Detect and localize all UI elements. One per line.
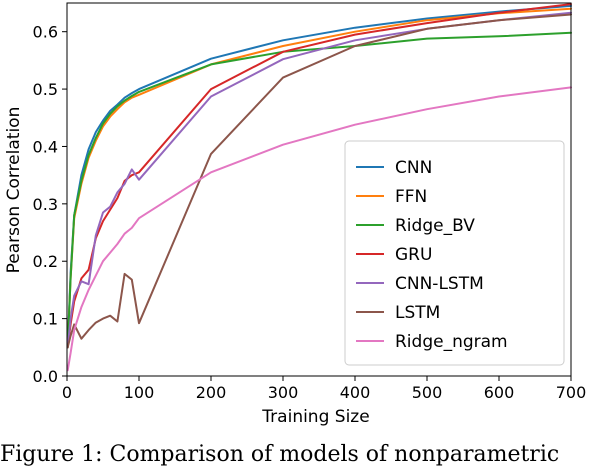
series-layer [66,3,572,372]
x-tick-label: 100 [124,383,155,402]
legend-label-gru: GRU [395,245,432,265]
y-tick-label: 0.1 [33,310,58,329]
legend-label-ridge-ngram: Ridge_ngram [395,332,508,352]
x-tick-label: 0 [62,383,72,402]
x-tick-label: 300 [268,383,299,402]
legend-box [344,140,565,366]
x-tick-label: 200 [196,383,227,402]
x-tick-label: 500 [412,383,443,402]
x-tick-label: 600 [484,383,515,402]
axes-layer: 0 100 200 300 400 500 600 700 0.0 0.1 0.2 0.3 0.4 0.5… [33,2,587,402]
line-chart: 0 100 200 300 400 500 600 700 0.0 0.1 0.2 0.3 0.4 0.5… [4,2,587,427]
y-tick-label: 0.2 [33,252,58,271]
series-line-ridge-bv [66,31,572,349]
series-line-cnn-lstm [66,11,572,349]
series-line-ridge-ngram [66,86,572,372]
x-tick-label: 700 [556,383,587,402]
legend-label-ridge-bv: Ridge_BV [395,216,475,236]
y-tick-label: 0.5 [33,80,58,99]
y-tick-label: 0.6 [33,23,58,42]
axes-frame [66,2,572,377]
y-tick-label: 0.0 [33,367,58,386]
x-tick-label: 400 [340,383,371,402]
y-tick-label: 0.4 [33,137,58,156]
y-axis-label: Pearson Correlation [4,107,24,274]
legend-label-lstm: LSTM [395,303,440,323]
figure-caption: Figure 1: Comparison of models of nonpar… [0,442,560,467]
y-tick-label: 0.3 [33,195,58,214]
legend-label-cnn-lstm: CNN-LSTM [395,274,484,294]
legend-label-cnn: CNN [395,158,432,178]
legend-label-ffn: FFN [395,187,427,207]
x-axis-label: Training Size [261,407,369,427]
legend: CNN FFN Ridge_BV GRU CNN-LSTM LSTM Ridge_ngram [344,140,565,366]
series-line-lstm [66,13,572,349]
